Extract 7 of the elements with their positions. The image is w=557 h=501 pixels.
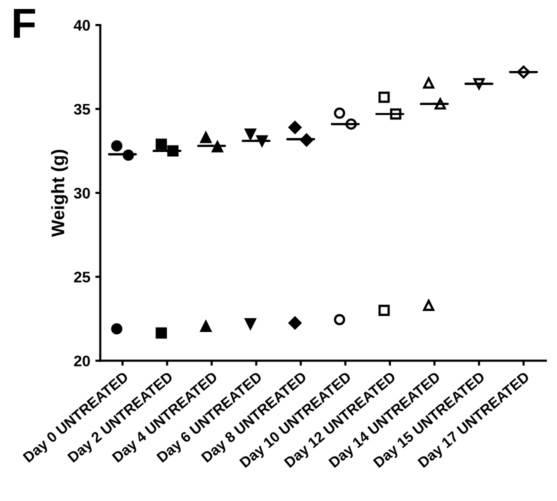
y-tick-label: 40 — [74, 20, 90, 31]
y-axis-title: Weight (g) — [51, 150, 68, 237]
y-tick-label: 35 — [74, 104, 90, 115]
y-tick-label: 20 — [74, 356, 90, 366]
y-tick-label: 30 — [74, 188, 90, 199]
y-tick-label: 25 — [74, 272, 90, 282]
text: F — [14, 9, 36, 38]
